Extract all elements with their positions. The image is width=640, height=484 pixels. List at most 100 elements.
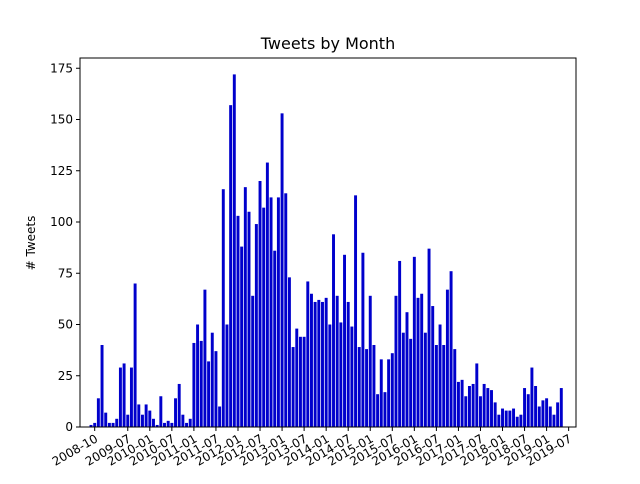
y-axis-ticks: 0 25 50 75 100 125 150 175 xyxy=(50,61,80,434)
bar xyxy=(559,388,563,427)
bar xyxy=(140,414,144,427)
bar xyxy=(482,383,486,427)
bar xyxy=(262,207,266,427)
bar xyxy=(346,301,350,427)
bar xyxy=(258,181,262,427)
bar xyxy=(453,349,457,427)
bar xyxy=(438,324,442,427)
bar xyxy=(166,420,170,427)
bar xyxy=(324,297,328,427)
bar xyxy=(317,299,321,427)
bar xyxy=(449,271,453,427)
bar xyxy=(207,361,211,427)
bar xyxy=(321,301,324,427)
bar xyxy=(445,289,449,427)
bar xyxy=(368,295,372,427)
bar xyxy=(214,351,218,427)
bar xyxy=(118,367,122,427)
bar xyxy=(126,414,130,427)
bar xyxy=(199,340,203,427)
bar xyxy=(434,345,438,427)
bar xyxy=(548,406,552,427)
bar xyxy=(515,416,519,427)
bar xyxy=(280,113,284,427)
bar xyxy=(96,398,100,427)
bar xyxy=(387,359,391,427)
bar xyxy=(225,324,229,427)
bar xyxy=(490,390,493,427)
y-tick-label: 100 xyxy=(50,215,73,229)
bar xyxy=(104,412,108,427)
bar xyxy=(196,324,200,427)
bar xyxy=(89,424,93,427)
bar xyxy=(460,379,464,427)
bar xyxy=(163,422,166,427)
plot-frame xyxy=(79,57,577,428)
chart-title: Tweets by Month xyxy=(260,34,395,53)
y-tick-label: 175 xyxy=(50,61,73,75)
bar xyxy=(236,215,240,427)
bar xyxy=(192,342,196,427)
bars-group xyxy=(89,74,563,428)
bar xyxy=(512,408,516,427)
bar xyxy=(354,195,358,427)
bar xyxy=(232,74,236,428)
bar xyxy=(467,386,471,427)
bar xyxy=(276,197,280,427)
bar xyxy=(229,105,233,428)
y-tick-label: 50 xyxy=(58,318,73,332)
bar xyxy=(144,404,148,427)
y-tick-label: 125 xyxy=(50,164,73,178)
bar xyxy=(409,338,413,427)
bar xyxy=(185,422,189,427)
bar xyxy=(552,414,556,427)
bar xyxy=(122,363,126,427)
bar xyxy=(479,396,482,427)
bar xyxy=(181,414,185,427)
bar xyxy=(372,345,376,427)
y-tick-label: 75 xyxy=(58,266,73,280)
bar xyxy=(254,224,258,427)
bar xyxy=(295,328,299,427)
bar xyxy=(335,295,339,427)
bar xyxy=(298,336,302,427)
bar xyxy=(504,410,508,427)
bar xyxy=(188,418,192,427)
bar xyxy=(383,392,387,427)
bar xyxy=(420,293,424,427)
bar xyxy=(379,359,383,427)
bar xyxy=(416,297,420,427)
bar xyxy=(93,422,97,427)
bar xyxy=(152,418,155,427)
bar xyxy=(471,383,475,427)
bar xyxy=(265,162,269,428)
bar xyxy=(343,254,346,427)
bar xyxy=(310,293,313,427)
bar xyxy=(456,381,460,427)
bar xyxy=(247,211,251,427)
bar xyxy=(493,402,497,427)
y-axis-label: # Tweets xyxy=(24,216,38,271)
bar xyxy=(361,252,365,427)
bar xyxy=(155,424,159,427)
bar xyxy=(464,396,468,427)
bar xyxy=(100,345,104,427)
bar xyxy=(284,193,288,427)
bar xyxy=(427,248,431,427)
bar xyxy=(534,386,538,427)
bar xyxy=(350,326,354,427)
bar xyxy=(394,295,398,427)
bar xyxy=(137,404,141,427)
bar xyxy=(508,410,512,427)
bar xyxy=(287,277,291,427)
bar xyxy=(486,388,490,427)
bar xyxy=(475,363,479,427)
bar xyxy=(107,422,111,427)
bar xyxy=(523,388,527,427)
bar xyxy=(203,289,207,427)
bar xyxy=(519,414,523,427)
bar xyxy=(423,332,427,427)
bar xyxy=(269,197,273,427)
